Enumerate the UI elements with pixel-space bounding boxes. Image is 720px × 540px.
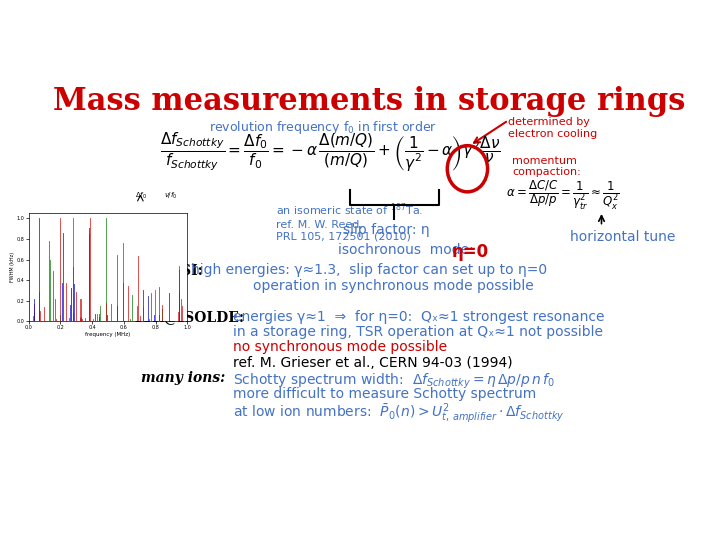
- Text: determined by
electron cooling: determined by electron cooling: [508, 117, 598, 139]
- Text: $\nu/f_0$: $\nu/f_0$: [163, 190, 177, 200]
- Text: ESR/GSI:: ESR/GSI:: [132, 264, 204, 278]
- Text: momentum
compaction:: momentum compaction:: [513, 156, 581, 177]
- Text: $\alpha = \dfrac{\Delta C/C}{\Delta p/p} = \dfrac{1}{\gamma_{tr}^2} \approx \dfr: $\alpha = \dfrac{\Delta C/C}{\Delta p/p}…: [505, 179, 620, 212]
- Text: at low ion numbers:  $\bar{P}_0(n) > U^2_{t,\,amplifier} \cdot \Delta f_{Schottk: at low ion numbers: $\bar{P}_0(n) > U^2_…: [233, 402, 565, 427]
- Text: η=0: η=0: [451, 244, 488, 261]
- Text: Mass measurements in storage rings: Mass measurements in storage rings: [53, 86, 685, 117]
- Text: energies γ≈1  ⇒  for η=0:  Qₓ≈1 strongest resonance: energies γ≈1 ⇒ for η=0: Qₓ≈1 strongest r…: [233, 309, 605, 323]
- Text: revolution frequency f$_0$ in first order: revolution frequency f$_0$ in first orde…: [209, 119, 436, 136]
- Text: ref. M. Grieser et al., CERN 94-03 (1994): ref. M. Grieser et al., CERN 94-03 (1994…: [233, 356, 513, 370]
- Text: Schotty spectrum width:  $\Delta f_{Schottky} = \eta\,\Delta p/p\,n\,f_0$: Schotty spectrum width: $\Delta f_{Schot…: [233, 372, 555, 390]
- Y-axis label: FWHM (kHz): FWHM (kHz): [11, 252, 16, 282]
- Text: an isomeric state of $^{187}$Ta.
ref. M. W. Reed,
PRL 105, 172501 (2010): an isomeric state of $^{187}$Ta. ref. M.…: [276, 202, 423, 242]
- Text: in a storage ring, TSR operation at Qₓ≈1 not possible: in a storage ring, TSR operation at Qₓ≈1…: [233, 325, 603, 339]
- Text: operation in synchronous mode possible: operation in synchronous mode possible: [253, 279, 534, 293]
- Text: high energies: γ≈1.3,  slip factor can set up to η=0: high energies: γ≈1.3, slip factor can se…: [191, 264, 547, 278]
- X-axis label: frequency (MHz): frequency (MHz): [86, 332, 130, 337]
- Text: more difficult to measure Schotty spectrum: more difficult to measure Schotty spectr…: [233, 387, 536, 401]
- Text: $\Delta f_0$: $\Delta f_0$: [135, 190, 147, 200]
- Text: TSR@ISOLDE:: TSR@ISOLDE:: [132, 309, 245, 323]
- Text: $\dfrac{\Delta f_{Schottky}}{f_{Schottky}} = \dfrac{\Delta f_0}{f_0} = -\alpha\,: $\dfrac{\Delta f_{Schottky}}{f_{Schottky…: [160, 130, 500, 173]
- Text: many ions:: many ions:: [141, 372, 225, 385]
- Text: horizontal tune: horizontal tune: [570, 231, 676, 244]
- Text: isochronous  mode:: isochronous mode:: [338, 244, 478, 258]
- Text: no synchronous mode possible: no synchronous mode possible: [233, 340, 448, 354]
- Text: slip factor: η: slip factor: η: [343, 222, 430, 237]
